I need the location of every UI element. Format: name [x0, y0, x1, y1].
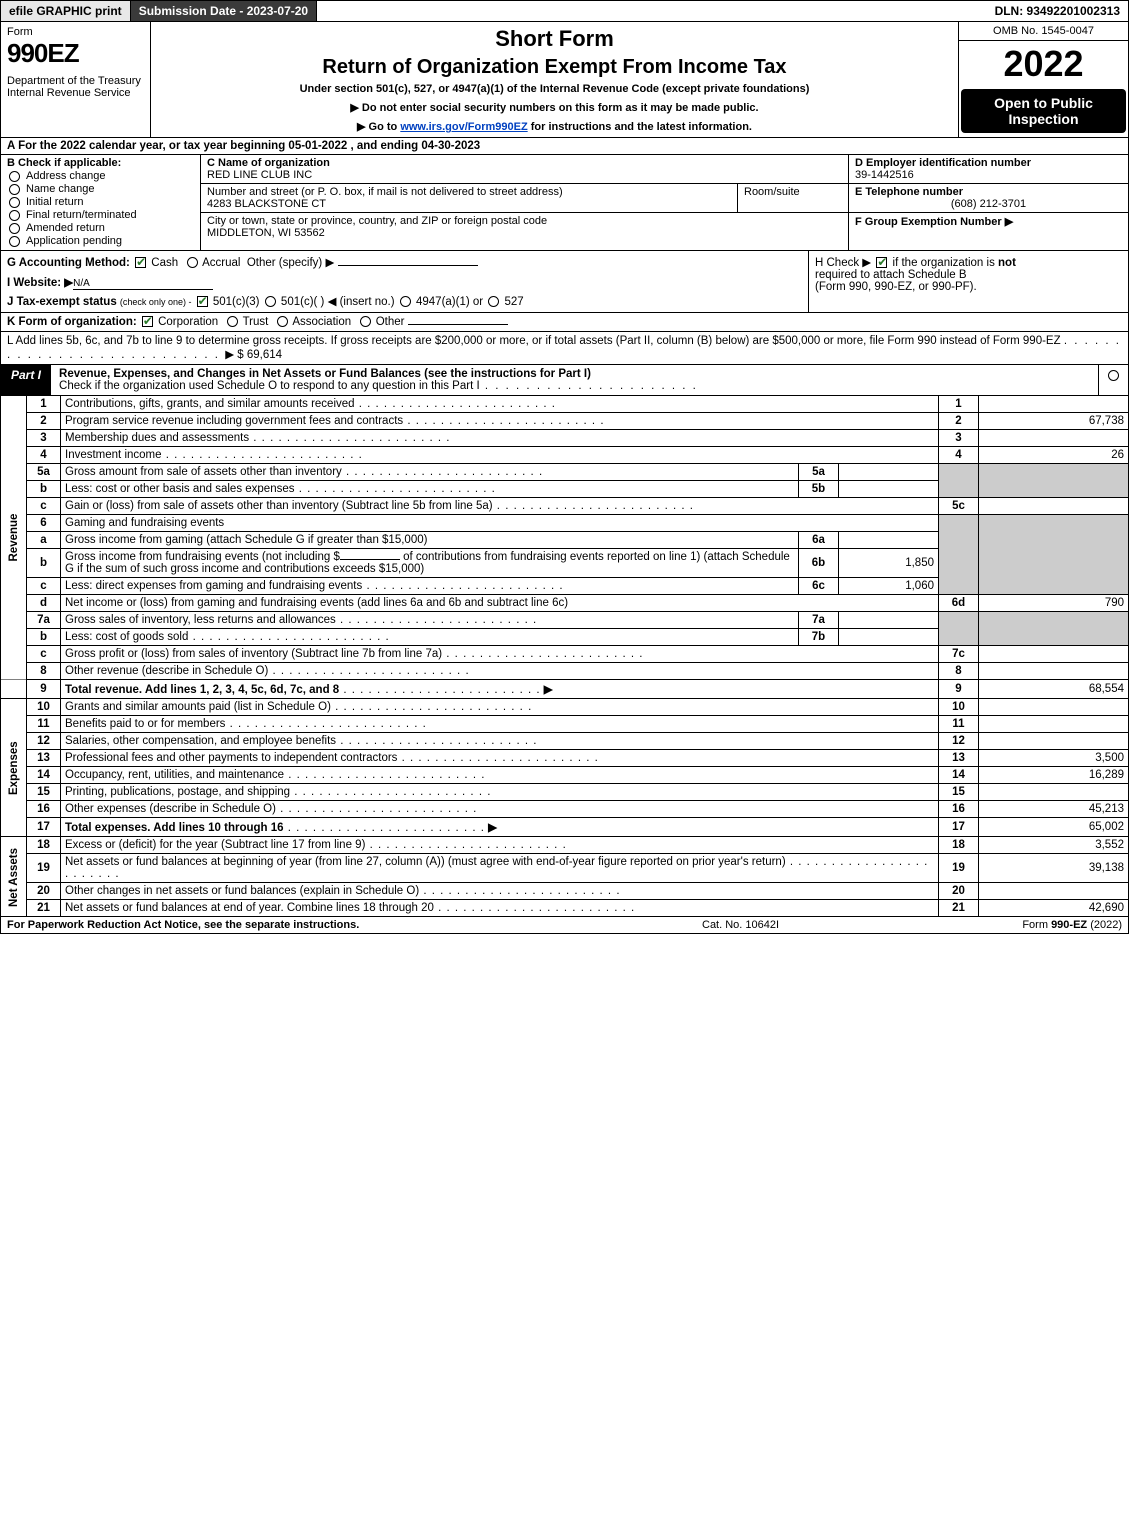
section-gh: G Accounting Method: Cash Accrual Other …: [0, 250, 1129, 312]
line6c-val: 1,060: [839, 578, 939, 595]
org-name: RED LINE CLUB INC: [207, 169, 842, 181]
open-public: Open to Public Inspection: [961, 89, 1126, 133]
org-city: MIDDLETON, WI 53562: [207, 227, 842, 239]
check-other-org[interactable]: [360, 316, 371, 327]
org-address: 4283 BLACKSTONE CT: [207, 198, 731, 210]
return-title: Return of Organization Exempt From Incom…: [159, 56, 950, 79]
line5b-val: [839, 481, 939, 498]
website: N/A: [73, 278, 213, 290]
line10-val: [979, 699, 1129, 716]
section-h: H Check ▶ if the organization is not req…: [808, 251, 1128, 312]
line13-val: 3,500: [979, 750, 1129, 767]
line2-val: 67,738: [979, 413, 1129, 430]
tax-year: 2022: [959, 41, 1128, 87]
line18-val: 3,552: [979, 837, 1129, 854]
check-cash[interactable]: [135, 257, 146, 268]
check-association[interactable]: [277, 316, 288, 327]
section-def: D Employer identification number 39-1442…: [848, 155, 1128, 250]
group-exemption-label: F Group Exemption Number ▶: [855, 216, 1013, 228]
line5c-val: [979, 498, 1129, 515]
short-form-title: Short Form: [159, 26, 950, 52]
line15-val: [979, 784, 1129, 801]
line6b-contrib-input[interactable]: [340, 559, 400, 560]
header-left: Form 990EZ Department of the Treasury In…: [1, 22, 151, 137]
line6a-val: [839, 532, 939, 549]
line3-val: [979, 430, 1129, 447]
check-527[interactable]: [488, 296, 499, 307]
line11-val: [979, 716, 1129, 733]
line19-val: 39,138: [979, 854, 1129, 883]
line7a-val: [839, 612, 939, 629]
omb-number: OMB No. 1545-0047: [959, 22, 1128, 41]
form-word: Form: [7, 26, 144, 38]
section-bcdef: B Check if applicable: Address change Na…: [0, 154, 1129, 250]
section-l: L Add lines 5b, 6c, and 7b to line 9 to …: [0, 331, 1129, 365]
instr-ssn: ▶ Do not enter social security numbers o…: [159, 101, 950, 114]
dept-label: Department of the Treasury Internal Reve…: [7, 75, 144, 99]
line21-val: 42,690: [979, 900, 1129, 917]
submission-date: Submission Date - 2023-07-20: [131, 1, 317, 21]
section-a: A For the 2022 calendar year, or tax yea…: [0, 137, 1129, 154]
check-trust[interactable]: [227, 316, 238, 327]
form-number: 990EZ: [7, 38, 144, 69]
section-k: K Form of organization: Corporation Trus…: [0, 312, 1129, 331]
header-right: OMB No. 1545-0047 2022 Open to Public In…: [958, 22, 1128, 137]
irs-link[interactable]: www.irs.gov/Form990EZ: [400, 121, 527, 133]
check-schedule-b[interactable]: [876, 257, 887, 268]
footer-catno: Cat. No. 10642I: [702, 919, 942, 931]
ein: 39-1442516: [855, 169, 914, 181]
line17-val: 65,002: [979, 818, 1129, 837]
line5a-val: [839, 464, 939, 481]
check-final-return[interactable]: [9, 210, 20, 221]
line12-val: [979, 733, 1129, 750]
line14-val: 16,289: [979, 767, 1129, 784]
check-accrual[interactable]: [187, 257, 198, 268]
line9-val: 68,554: [979, 680, 1129, 699]
check-501c[interactable]: [265, 296, 276, 307]
dln: DLN: 93492201002313: [987, 1, 1128, 21]
footer-formno: Form 990-EZ (2022): [942, 919, 1122, 931]
topbar: efile GRAPHIC print Submission Date - 20…: [0, 0, 1129, 22]
check-initial-return[interactable]: [9, 197, 20, 208]
other-org-input[interactable]: [408, 324, 508, 325]
check-address-change[interactable]: [9, 171, 20, 182]
part1-table: Revenue 1 Contributions, gifts, grants, …: [0, 396, 1129, 917]
check-501c3[interactable]: [197, 296, 208, 307]
line7c-val: [979, 646, 1129, 663]
line7b-val: [839, 629, 939, 646]
section-c: C Name of organization RED LINE CLUB INC…: [201, 155, 848, 250]
section-b: B Check if applicable: Address change Na…: [1, 155, 201, 250]
part1-header: Part I Revenue, Expenses, and Changes in…: [0, 365, 1129, 396]
part1-tag: Part I: [1, 365, 51, 395]
line16-val: 45,213: [979, 801, 1129, 818]
line6d-val: 790: [979, 595, 1129, 612]
side-netassets: Net Assets: [1, 837, 27, 917]
side-revenue: Revenue: [1, 396, 27, 680]
check-application-pending[interactable]: [9, 236, 20, 247]
line20-val: [979, 883, 1129, 900]
gross-receipts: ▶ $ 69,614: [225, 349, 282, 361]
check-amended-return[interactable]: [9, 223, 20, 234]
other-method-input[interactable]: [338, 265, 478, 266]
phone: (608) 212-3701: [855, 198, 1122, 210]
check-corporation[interactable]: [142, 316, 153, 327]
check-name-change[interactable]: [9, 184, 20, 195]
line6b-val: 1,850: [839, 549, 939, 578]
check-4947[interactable]: [400, 296, 411, 307]
check-schedule-o[interactable]: [1108, 370, 1119, 381]
instr-goto: ▶ Go to www.irs.gov/Form990EZ for instru…: [159, 120, 950, 133]
subhead: Under section 501(c), 527, or 4947(a)(1)…: [159, 83, 950, 95]
form-header: Form 990EZ Department of the Treasury In…: [0, 22, 1129, 137]
page-footer: For Paperwork Reduction Act Notice, see …: [0, 917, 1129, 934]
side-expenses: Expenses: [1, 699, 27, 837]
line8-val: [979, 663, 1129, 680]
footer-notice: For Paperwork Reduction Act Notice, see …: [7, 919, 702, 931]
line1-val: [979, 396, 1129, 413]
efile-label: efile GRAPHIC print: [1, 1, 131, 21]
line4-val: 26: [979, 447, 1129, 464]
room-suite-label: Room/suite: [738, 184, 848, 212]
header-mid: Short Form Return of Organization Exempt…: [151, 22, 958, 137]
section-gij: G Accounting Method: Cash Accrual Other …: [1, 251, 808, 312]
